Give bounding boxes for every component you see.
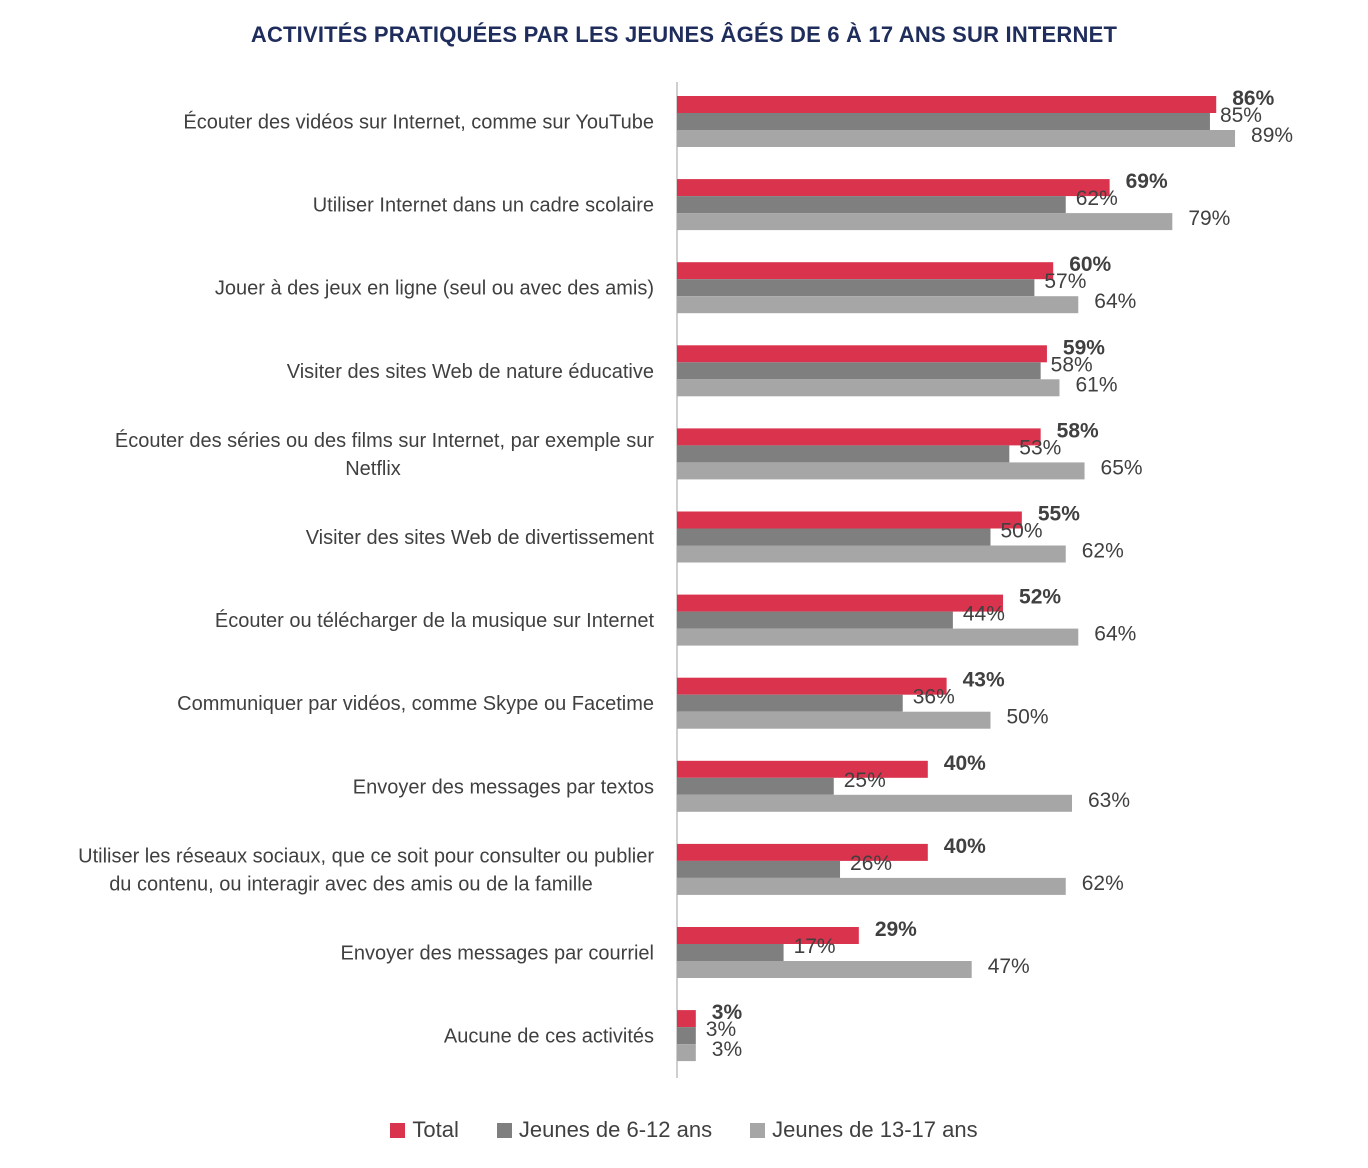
bar-jeunes-13-17 bbox=[677, 379, 1060, 397]
bar-jeunes-13-17 bbox=[677, 1044, 696, 1062]
category-label: Communiquer par vidéos, comme Skype ou F… bbox=[177, 693, 654, 715]
bar-jeunes-6-12 bbox=[677, 196, 1066, 214]
bar-total bbox=[677, 677, 947, 695]
data-label: 52% bbox=[1019, 586, 1061, 609]
data-label: 3% bbox=[712, 1001, 743, 1024]
data-label: 64% bbox=[1094, 623, 1136, 646]
bar-jeunes-6-12 bbox=[677, 279, 1035, 297]
data-label: 43% bbox=[963, 669, 1005, 692]
legend-item: Total bbox=[390, 1117, 459, 1143]
data-label: 69% bbox=[1126, 170, 1168, 193]
bar-jeunes-13-17 bbox=[677, 296, 1079, 314]
category-label: Écouter des séries ou des films sur Inte… bbox=[115, 429, 654, 480]
bar-jeunes-6-12 bbox=[677, 860, 841, 878]
bar-jeunes-13-17 bbox=[677, 711, 991, 729]
data-label: 61% bbox=[1075, 373, 1117, 396]
category-label: Utiliser Internet dans un cadre scolaire bbox=[313, 195, 654, 217]
legend-swatch bbox=[750, 1122, 766, 1138]
data-label: 62% bbox=[1082, 540, 1124, 563]
bar-jeunes-6-12 bbox=[677, 777, 834, 795]
category-label: Visiter des sites Web de divertissement bbox=[306, 527, 655, 549]
data-label: 3% bbox=[712, 1038, 742, 1061]
data-label: 60% bbox=[1069, 253, 1111, 276]
bar-jeunes-6-12 bbox=[677, 611, 953, 629]
data-label: 25% bbox=[844, 769, 886, 792]
bar-total bbox=[677, 1010, 696, 1028]
data-label: 86% bbox=[1232, 87, 1274, 110]
bar-total bbox=[677, 927, 859, 944]
legend-label: Total bbox=[412, 1117, 459, 1142]
data-label: 29% bbox=[875, 918, 917, 941]
bar-jeunes-6-12 bbox=[677, 362, 1041, 380]
bar-jeunes-13-17 bbox=[677, 213, 1173, 231]
legend-swatch bbox=[390, 1122, 406, 1138]
bar-jeunes-6-12 bbox=[677, 1027, 696, 1045]
bar-total bbox=[677, 262, 1054, 280]
chart-legend: Total Jeunes de 6-12 ans Jeunes de 13-17 a… bbox=[0, 1117, 1368, 1143]
bar-jeunes-6-12 bbox=[677, 113, 1210, 130]
category-label: Aucune de ces activités bbox=[444, 1026, 654, 1048]
data-label: 44% bbox=[963, 603, 1005, 626]
data-label: 47% bbox=[988, 955, 1030, 978]
data-label: 62% bbox=[1082, 872, 1124, 895]
data-label: 79% bbox=[1188, 207, 1230, 230]
data-label: 40% bbox=[944, 835, 986, 858]
bar-total bbox=[677, 843, 928, 861]
category-label: Écouter ou télécharger de la musique sur… bbox=[215, 609, 655, 632]
data-label: 3% bbox=[706, 1018, 736, 1041]
data-label: 53% bbox=[1019, 436, 1061, 459]
data-label: 17% bbox=[794, 935, 836, 958]
data-label: 65% bbox=[1101, 456, 1143, 479]
data-label: 64% bbox=[1094, 290, 1136, 313]
category-label: Utiliser les réseaux sociaux, que ce soi… bbox=[78, 845, 654, 895]
category-label: Jouer à des jeux en ligne (seul ou avec … bbox=[215, 278, 654, 300]
bar-jeunes-6-12 bbox=[677, 445, 1010, 463]
data-label: 40% bbox=[944, 752, 986, 775]
data-label: 89% bbox=[1251, 124, 1293, 147]
bar-total bbox=[677, 594, 1004, 612]
category-label: Envoyer des messages par textos bbox=[353, 776, 654, 798]
bar-total bbox=[677, 179, 1110, 197]
data-label: 50% bbox=[1001, 520, 1043, 543]
data-label: 36% bbox=[913, 686, 955, 709]
legend-item: Jeunes de 13-17 ans bbox=[750, 1117, 978, 1143]
bar-jeunes-13-17 bbox=[677, 877, 1066, 895]
bar-jeunes-13-17 bbox=[677, 462, 1085, 480]
bar-jeunes-6-12 bbox=[677, 944, 784, 961]
bar-jeunes-6-12 bbox=[677, 528, 991, 546]
legend-swatch bbox=[496, 1122, 512, 1138]
legend-label: Jeunes de 6-12 ans bbox=[518, 1117, 713, 1142]
chart-title: ACTIVITÉS PRATIQUÉES PAR LES JEUNES ÂGÉS… bbox=[250, 22, 1118, 47]
data-label: 63% bbox=[1088, 789, 1130, 812]
bar-jeunes-13-17 bbox=[677, 545, 1066, 563]
bar-jeunes-13-17 bbox=[677, 130, 1236, 147]
data-label: 59% bbox=[1063, 336, 1105, 359]
data-label: 55% bbox=[1038, 503, 1080, 526]
legend-label: Jeunes de 13-17 ans bbox=[772, 1117, 978, 1142]
data-label: 62% bbox=[1076, 187, 1118, 210]
data-label: 58% bbox=[1051, 353, 1093, 376]
bar-jeunes-13-17 bbox=[677, 961, 972, 978]
data-label: 26% bbox=[850, 852, 892, 875]
bar-jeunes-13-17 bbox=[677, 628, 1079, 646]
bar-total bbox=[677, 345, 1047, 363]
bar-jeunes-13-17 bbox=[677, 794, 1073, 812]
bar-total bbox=[677, 511, 1022, 529]
data-label: 57% bbox=[1044, 270, 1086, 293]
category-label: Visiter des sites Web de nature éducativ… bbox=[287, 361, 654, 383]
data-label: 85% bbox=[1220, 104, 1262, 127]
category-label: Écouter des vidéos sur Internet, comme s… bbox=[183, 111, 654, 134]
bar-total bbox=[677, 428, 1041, 446]
legend-item: Jeunes de 6-12 ans bbox=[496, 1117, 713, 1143]
data-label: 58% bbox=[1057, 419, 1099, 442]
bar-chart: Écouter des vidéos sur Internet, comme s… bbox=[78, 82, 1293, 1078]
data-label: 50% bbox=[1007, 706, 1049, 729]
bar-total bbox=[677, 760, 928, 778]
category-label: Envoyer des messages par courriel bbox=[341, 943, 654, 965]
bar-jeunes-6-12 bbox=[677, 694, 903, 712]
bar-total bbox=[677, 96, 1217, 113]
